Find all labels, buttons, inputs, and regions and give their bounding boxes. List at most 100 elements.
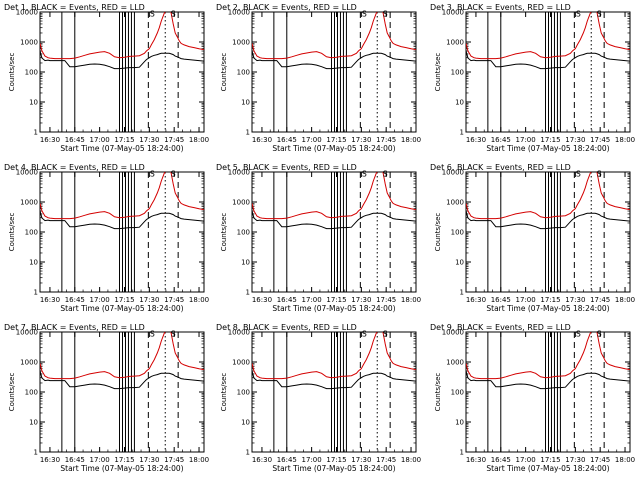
y-axis-label: Counts/sec — [220, 373, 228, 412]
x-tick-label: 17:30 — [565, 296, 585, 304]
x-tick-label: 17:45 — [590, 456, 610, 464]
y-tick-label: 1 — [460, 449, 464, 457]
y-tick-label: 10000 — [442, 9, 464, 17]
y-tick-label: 1000 — [20, 199, 38, 207]
annotation-label: S — [150, 169, 155, 178]
y-tick-label: 1000 — [446, 39, 464, 47]
series-line-lld — [466, 332, 630, 380]
x-tick-label: 18:00 — [189, 456, 209, 464]
chart-panel-9: Det 9, BLACK = Events, RED = LLD 1 10 100 10… — [430, 323, 635, 473]
y-tick-label: 10000 — [228, 9, 250, 17]
y-tick-label: 10000 — [442, 169, 464, 177]
series-group — [252, 172, 416, 230]
x-tick-label: 18:00 — [189, 136, 209, 144]
annotation-label: S — [362, 169, 367, 178]
x-tick-label: 17:30 — [139, 456, 159, 464]
y-tick-label: 1000 — [446, 199, 464, 207]
x-tick-label: 17:15 — [114, 136, 134, 144]
x-tick-label: 17:15 — [326, 296, 346, 304]
x-tick-label: 17:30 — [565, 136, 585, 144]
x-axis-label: Start Time (07-May-05 18:24:00) — [60, 464, 183, 473]
y-tick-label: 1 — [460, 129, 464, 137]
y-tick-label: 10000 — [228, 169, 250, 177]
chart-title: Det 3, BLACK = Events, RED = LLD — [430, 3, 571, 12]
chart-title: Det 8, BLACK = Events, RED = LLD — [216, 323, 357, 332]
chart-panel-6: Det 6, BLACK = Events, RED = LLD 1 10 100 10… — [430, 163, 635, 313]
annotation-label: S — [597, 169, 602, 178]
x-tick-label: 17:15 — [114, 456, 134, 464]
y-axis-label: Counts/sec — [220, 213, 228, 252]
series-line-lld — [40, 332, 204, 380]
chart-title: Det 7, BLACK = Events, RED = LLD — [4, 323, 145, 332]
series-line-lld — [252, 172, 416, 220]
chart-panel-4: Det 4, BLACK = Events, RED = LLD 1 10 100 10… — [4, 163, 209, 313]
x-tick-label: 17:00 — [90, 296, 110, 304]
y-tick-label: 1000 — [232, 199, 250, 207]
annotation-label: S — [362, 329, 367, 338]
series-line-lld — [466, 172, 630, 220]
x-tick-label: 17:00 — [302, 296, 322, 304]
chart-title: Det 9, BLACK = Events, RED = LLD — [430, 323, 571, 332]
series-line-events — [252, 210, 416, 230]
series-group — [466, 332, 630, 390]
series-group — [40, 332, 204, 390]
x-tick-label: 17:30 — [351, 456, 371, 464]
annotation-label: S — [171, 329, 176, 338]
marker-lines — [487, 332, 605, 452]
series-line-events — [40, 210, 204, 230]
x-tick-label: 16:45 — [277, 136, 297, 144]
x-tick-label: 16:45 — [491, 456, 511, 464]
x-tick-label: 17:45 — [164, 456, 184, 464]
x-tick-label: 18:00 — [189, 296, 209, 304]
marker-lines — [61, 332, 179, 452]
y-tick-label: 10000 — [442, 329, 464, 337]
annotation-label: S — [383, 9, 388, 18]
chart-panel-3: Det 3, BLACK = Events, RED = LLD 1 10 100 10… — [430, 3, 635, 153]
chart-title: Det 1, BLACK = Events, RED = LLD — [4, 3, 145, 12]
marker-lines — [61, 172, 179, 292]
y-tick-label: 10 — [241, 419, 250, 427]
series-line-lld — [40, 172, 204, 220]
y-tick-label: 100 — [451, 389, 464, 397]
x-tick-label: 17:00 — [516, 136, 536, 144]
x-tick-label: 17:30 — [351, 136, 371, 144]
y-tick-label: 10 — [241, 99, 250, 107]
chart-title: Det 2, BLACK = Events, RED = LLD — [216, 3, 357, 12]
annotation-label: S — [576, 9, 581, 18]
annotation-label: S — [150, 9, 155, 18]
x-tick-label: 17:15 — [114, 296, 134, 304]
x-tick-label: 16:30 — [40, 456, 60, 464]
x-tick-label: 16:30 — [40, 296, 60, 304]
x-tick-label: 17:45 — [590, 296, 610, 304]
y-tick-label: 10 — [455, 99, 464, 107]
annotation-label: S — [597, 329, 602, 338]
y-tick-label: 10 — [29, 259, 38, 267]
x-tick-label: 17:45 — [376, 136, 396, 144]
x-tick-label: 17:45 — [164, 136, 184, 144]
x-tick-label: 17:00 — [302, 136, 322, 144]
marker-lines — [273, 12, 391, 132]
y-tick-label: 1 — [246, 289, 250, 297]
x-tick-label: 17:15 — [326, 456, 346, 464]
x-tick-label: 16:45 — [65, 456, 85, 464]
x-tick-label: 17:15 — [326, 136, 346, 144]
y-tick-label: 1 — [246, 449, 250, 457]
x-tick-label: 17:15 — [540, 456, 560, 464]
x-tick-label: 16:30 — [252, 456, 272, 464]
x-tick-label: 18:00 — [615, 136, 635, 144]
annotation-label: S — [171, 169, 176, 178]
y-axis-label: Counts/sec — [8, 213, 16, 252]
x-tick-label: 17:00 — [516, 296, 536, 304]
series-group — [252, 12, 416, 70]
y-axis-label: Counts/sec — [220, 53, 228, 92]
x-tick-label: 17:45 — [590, 136, 610, 144]
x-axis-label: Start Time (07-May-05 18:24:00) — [60, 304, 183, 313]
series-line-events — [252, 370, 416, 390]
y-tick-label: 1000 — [20, 39, 38, 47]
y-tick-label: 100 — [25, 389, 38, 397]
x-tick-label: 16:30 — [252, 296, 272, 304]
x-tick-label: 18:00 — [615, 296, 635, 304]
x-tick-label: 16:45 — [277, 456, 297, 464]
x-tick-label: 16:30 — [252, 136, 272, 144]
series-line-events — [466, 50, 630, 70]
